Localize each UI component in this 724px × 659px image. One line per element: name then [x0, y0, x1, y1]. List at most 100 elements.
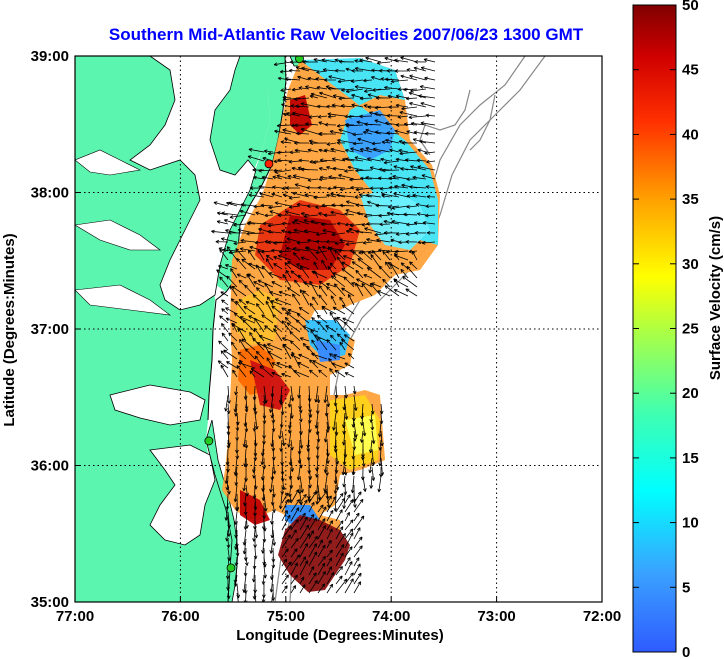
- velocity-arrow: [419, 85, 436, 90]
- velocity-arrow: [406, 265, 418, 279]
- velocity-arrow: [297, 274, 310, 288]
- velocity-arrow: [262, 520, 267, 532]
- velocity-arrow: [424, 151, 436, 155]
- velocity-arrow: [344, 528, 354, 540]
- velocity-arrow: [329, 130, 346, 135]
- velocity-arrow: [302, 60, 318, 64]
- velocity-arrow: [417, 240, 427, 245]
- velocity-arrow: [298, 403, 303, 414]
- velocity-arrow: [300, 127, 319, 135]
- velocity-arrow: [381, 192, 400, 198]
- velocity-arrow: [292, 111, 310, 117]
- velocity-arrow: [353, 394, 358, 411]
- velocity-arrow: [379, 403, 384, 415]
- velocity-arrow: [375, 96, 391, 100]
- velocity-arrow: [331, 232, 346, 237]
- velocity-arrow: [356, 278, 373, 288]
- velocity-arrow: [350, 147, 364, 153]
- velocity-arrow: [356, 211, 373, 216]
- velocity-arrow: [387, 94, 400, 99]
- velocity-arrow: [309, 359, 319, 369]
- velocity-arrow: [244, 556, 249, 566]
- velocity-arrow: [424, 213, 436, 218]
- velocity-arrow: [303, 229, 319, 234]
- velocity-arrow: [296, 263, 310, 270]
- velocity-arrow: [287, 308, 301, 315]
- velocity-arrow: [313, 261, 319, 270]
- velocity-arrow: [329, 353, 337, 360]
- velocity-arrow: [374, 105, 391, 110]
- velocity-arrow: [400, 167, 418, 171]
- velocity-arrow: [265, 254, 274, 261]
- velocity-arrow: [285, 269, 292, 279]
- velocity-arrow: [297, 362, 310, 369]
- velocity-arrow: [272, 502, 276, 513]
- velocity-arrow: [299, 493, 303, 506]
- velocity-arrow: [218, 264, 229, 270]
- velocity-arrow: [371, 141, 382, 146]
- velocity-arrow: [359, 96, 373, 101]
- velocity-arrow: [394, 184, 409, 189]
- velocity-arrow: [292, 293, 301, 306]
- velocity-arrow: [259, 365, 274, 378]
- velocity-arrow: [360, 176, 373, 181]
- colorbar-tick-label: 10: [682, 515, 699, 532]
- velocity-arrow: [276, 174, 292, 180]
- velocity-arrow: [425, 113, 436, 118]
- velocity-arrow: [397, 87, 409, 92]
- velocity-arrow: [256, 287, 265, 297]
- velocity-arrow: [351, 93, 364, 99]
- velocity-arrow: [299, 430, 304, 449]
- velocity-arrow: [290, 574, 298, 585]
- velocity-arrow: [384, 77, 400, 82]
- velocity-arrow: [357, 258, 373, 270]
- velocity-arrow: [355, 203, 373, 208]
- velocity-arrow: [333, 283, 346, 297]
- velocity-arrow: [353, 545, 363, 558]
- velocity-arrow: [282, 97, 301, 102]
- velocity-arrow: [294, 218, 310, 225]
- velocity-arrow: [266, 296, 274, 306]
- velocity-arrow: [235, 502, 239, 512]
- velocity-arrow: [224, 394, 229, 412]
- velocity-arrow: [371, 250, 382, 261]
- velocity-arrow: [292, 247, 310, 252]
- velocity-arrow: [299, 499, 308, 513]
- velocity-arrow: [280, 484, 285, 495]
- velocity-arrow: [326, 549, 333, 558]
- velocity-arrow: [244, 284, 256, 297]
- velocity-arrow: [412, 193, 427, 198]
- velocity-arrow: [369, 475, 374, 489]
- velocity-arrow: [272, 529, 276, 546]
- velocity-arrow: [271, 305, 283, 315]
- velocity-arrow: [311, 352, 328, 360]
- velocity-arrow: [306, 345, 319, 360]
- velocity-arrow: [308, 543, 317, 558]
- velocity-arrow: [270, 300, 283, 306]
- velocity-arrow: [245, 484, 249, 497]
- velocity-arrow: [279, 69, 292, 74]
- velocity-arrow: [374, 232, 391, 237]
- velocity-arrow: [316, 85, 328, 90]
- velocity-arrow: [410, 88, 427, 93]
- velocity-arrow: [369, 186, 382, 191]
- colorbar-ticks: 0 5 10 15 20 25 30 35 40 45 50: [633, 0, 699, 659]
- velocity-arrow: [211, 229, 229, 234]
- velocity-arrow: [261, 592, 266, 602]
- velocity-arrow: [326, 571, 335, 585]
- velocity-arrow: [363, 274, 373, 279]
- velocity-arrow: [290, 439, 294, 451]
- velocity-arrow: [343, 466, 348, 476]
- velocity-arrow: [278, 493, 283, 510]
- velocity-arrow: [295, 104, 310, 109]
- velocity-arrow: [317, 104, 328, 109]
- velocity-arrow: [299, 524, 310, 540]
- velocity-arrow: [362, 475, 367, 492]
- velocity-arrow: [386, 113, 400, 118]
- velocity-arrow: [226, 275, 238, 288]
- velocity-arrow: [306, 185, 319, 190]
- velocity-arrow: [343, 321, 355, 333]
- velocity-arrow: [233, 223, 247, 227]
- velocity-arrow: [254, 412, 259, 430]
- velocity-arrow: [411, 250, 418, 261]
